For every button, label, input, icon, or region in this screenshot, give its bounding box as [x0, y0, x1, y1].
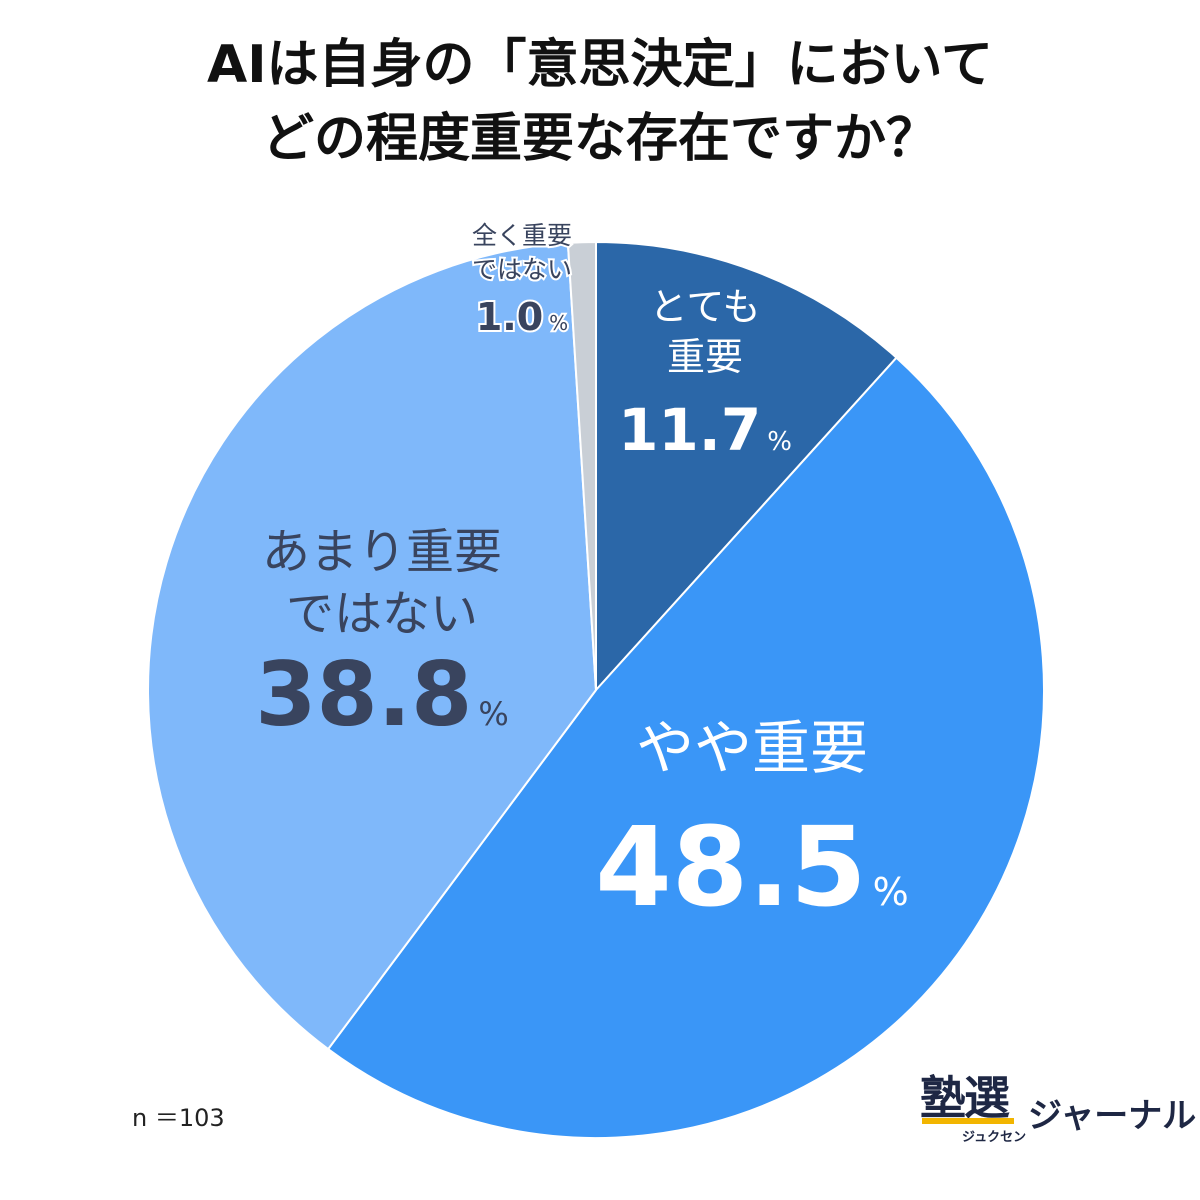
slice-category-label: ではない [286, 586, 478, 642]
pie-slice-very [595, 240, 898, 693]
slice-category-label: ではない [472, 255, 572, 284]
logo-kanji: 塾選 [920, 1071, 1010, 1125]
pie-slice-somewhat [326, 356, 1045, 1139]
pie-slice-not-at-all [566, 240, 597, 691]
slice-value-label: 48.5% [595, 803, 909, 931]
slice-value-number: 11.7 [618, 396, 761, 464]
chart-title-line-1: AIは自身の「意思決定」において [206, 35, 994, 95]
brand-logo: 塾選 ジュクセン ジャーナル [920, 1062, 1196, 1162]
slice-value-unit: % [873, 870, 909, 914]
slice-value-unit: % [478, 695, 508, 733]
slice-value-label: 11.7% [618, 396, 792, 464]
slice-category-label: 全く重要 [472, 221, 572, 250]
slice-category-label: やや重要 [636, 714, 868, 782]
logo-word: ジャーナル [1028, 1096, 1197, 1136]
chart-title-line-2: どの程度重要な存在ですか？ [261, 109, 938, 169]
slice-category-label: とても [650, 285, 761, 329]
slice-category-label: 重要 [667, 335, 743, 379]
chart-title: AIは自身の「意思決定」において どの程度重要な存在ですか？ [0, 28, 1200, 176]
slice-value-number: 38.8 [255, 643, 472, 746]
slice-value-label: 1.0% [476, 295, 568, 339]
slice-label-somewhat: やや重要 48.5% [595, 714, 909, 931]
sample-size-label: n ＝103 [132, 1104, 225, 1132]
logo-underline-icon [922, 1118, 1014, 1124]
pie-slice-not-very [147, 241, 598, 1051]
slice-value-label: 38.8% [255, 643, 509, 746]
slice-value-unit: % [767, 427, 792, 457]
slice-category-label: あまり重要 [262, 524, 502, 580]
slice-value-number: 1.0 [476, 295, 543, 339]
slice-value-unit: % [549, 311, 568, 335]
logo-reading: ジュクセン [962, 1130, 1027, 1145]
slice-value-number: 48.5 [595, 803, 866, 931]
